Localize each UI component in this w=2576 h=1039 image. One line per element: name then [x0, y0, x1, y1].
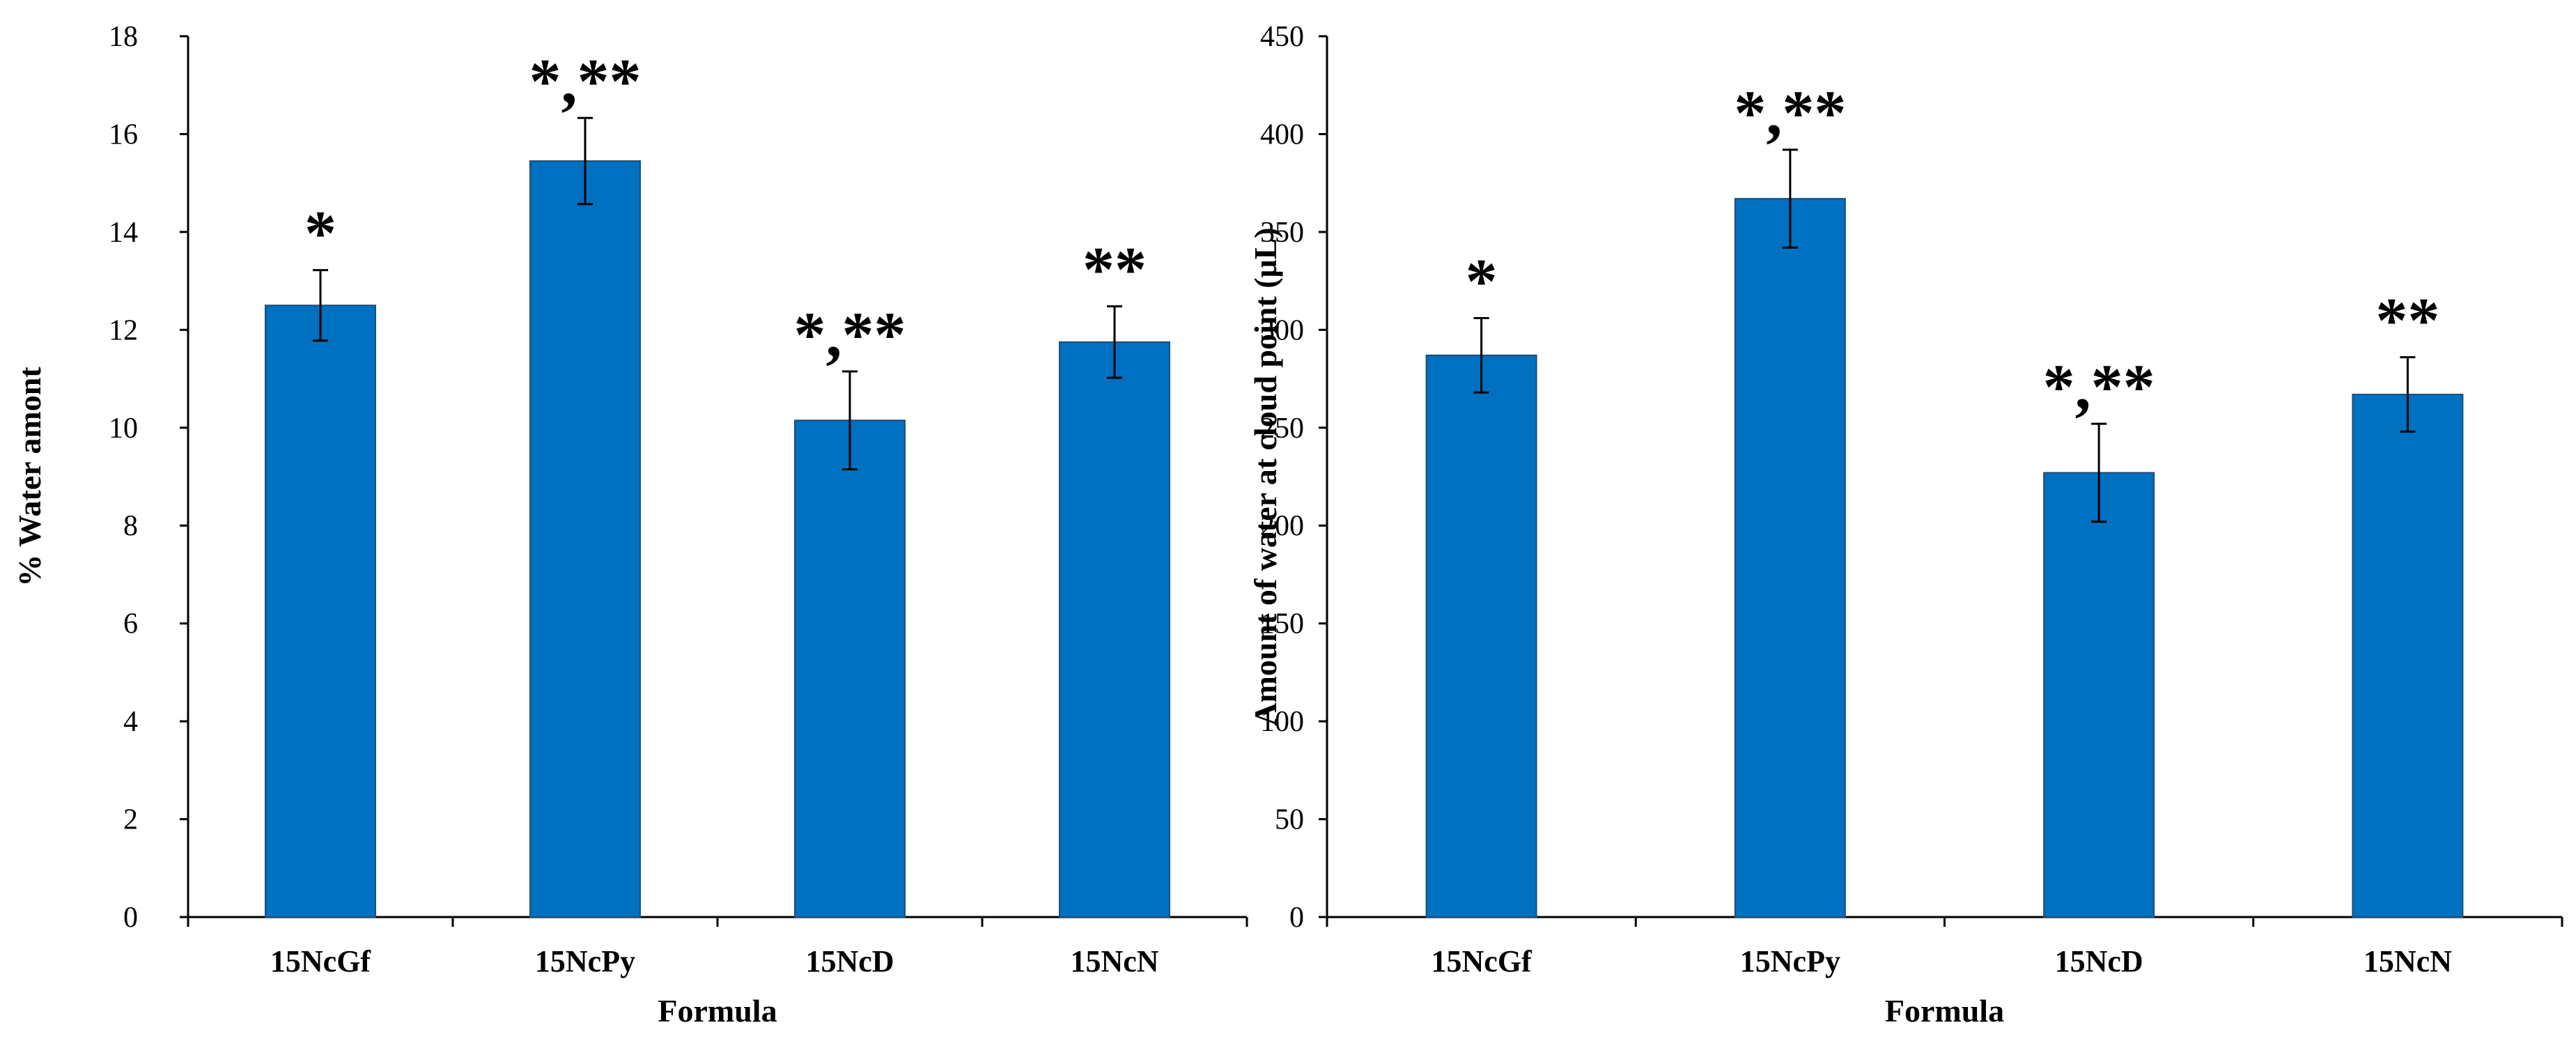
x-tick-label: 15NcD	[805, 944, 894, 978]
y-tick-label: 18	[109, 21, 138, 53]
y-tick-label: 8	[123, 510, 138, 542]
y-tick-label: 300	[1260, 314, 1304, 346]
x-tick-label: 15NcGf	[270, 944, 372, 978]
y-tick-label: 0	[1289, 902, 1304, 934]
y-axis-label: Amount of water at cloud point (μL)	[1248, 227, 1283, 725]
y-tick-label: 2	[123, 804, 138, 836]
significance-annotation: *,**	[1734, 77, 1846, 148]
bar-15NcGf	[1425, 354, 1537, 918]
x-tick-label: 15NcPy	[535, 944, 635, 978]
y-tick-label: 450	[1260, 21, 1304, 53]
x-axis-label: Formula	[1885, 993, 2004, 1029]
bar-15NcPy	[1734, 198, 1846, 918]
y-tick-label: 4	[123, 706, 138, 738]
x-tick-label: 15NcN	[2364, 944, 2452, 978]
y-tick-label: 10	[109, 413, 138, 445]
x-axis-label: Formula	[658, 993, 777, 1029]
x-tick-label: 15NcN	[1070, 944, 1158, 978]
chart-cloud-point: 0 50 100 150 200 250 300 350 400 450 15NcGf * 15NcPy…	[1248, 21, 2563, 1029]
y-tick-label: 50	[1275, 804, 1304, 836]
significance-annotation: **	[1083, 234, 1147, 305]
bar-15NcN	[2352, 394, 2464, 918]
significance-annotation: *,**	[2043, 351, 2155, 422]
y-tick-label: 0	[123, 902, 138, 934]
chart-water-amount: 0 2 4 6 8 10 12 14 16 18 15NcGf * 15NcPy *,** 15NcD *,*…	[12, 21, 1248, 1029]
y-tick-label: 150	[1260, 608, 1304, 640]
bar-15NcPy	[529, 160, 641, 918]
y-tick-label: 100	[1260, 706, 1304, 738]
bar-15NcN	[1059, 341, 1170, 918]
y-axis-label: % Water amont	[12, 367, 47, 587]
significance-annotation: *	[1466, 245, 1498, 316]
significance-annotation: *	[304, 198, 336, 269]
y-tick-label: 350	[1260, 217, 1304, 249]
x-tick-label: 15NcGf	[1431, 944, 1533, 978]
y-tick-label: 200	[1260, 510, 1304, 542]
y-tick-label: 12	[109, 314, 138, 346]
y-tick-label: 6	[123, 608, 138, 640]
bar-15NcD	[794, 420, 906, 918]
significance-annotation: *,**	[794, 299, 906, 370]
y-tick-label: 250	[1260, 413, 1304, 445]
x-tick-label: 15NcPy	[1740, 944, 1840, 978]
bar-15NcGf	[265, 305, 376, 918]
y-tick-label: 400	[1260, 118, 1304, 151]
significance-annotation: **	[2375, 285, 2439, 356]
y-tick-label: 14	[109, 217, 138, 249]
bar-15NcD	[2043, 472, 2155, 918]
y-tick-label: 16	[109, 118, 138, 151]
significance-annotation: *,**	[529, 45, 642, 116]
x-tick-label: 15NcD	[2055, 944, 2143, 978]
